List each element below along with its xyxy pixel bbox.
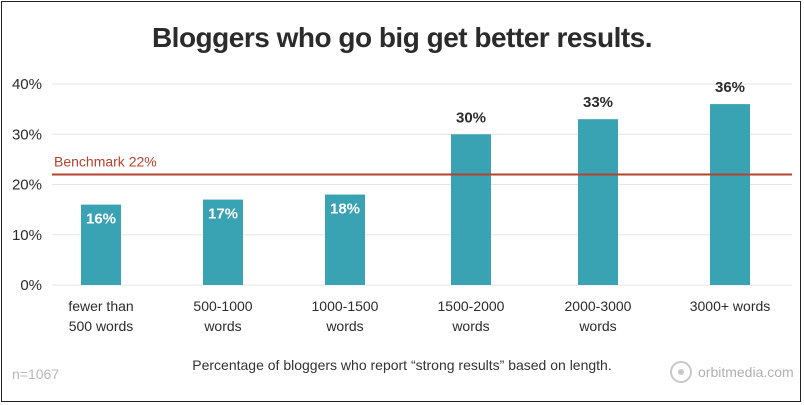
bar [578,119,618,285]
data-label: 36% [715,79,745,96]
orbit-logo-icon [670,361,692,383]
x-tick-label-line: words [578,318,616,334]
x-tick-label: 1500-2000 words [438,298,505,334]
x-tick-label-line: 3000+ words [690,298,771,314]
x-tick-label: 2000-3000 words [565,298,632,334]
x-tick-label: 3000+ words [690,298,771,314]
bar [81,204,121,285]
x-tick-label-line: 1500-2000 [438,298,505,314]
x-tick-label: 500-1000 words [193,298,252,334]
data-label: 33% [583,94,613,111]
benchmark-label: Benchmark 22% [54,153,157,169]
x-tick-label-line: 2000-3000 [565,298,632,314]
x-tick-label-line: words [203,318,241,334]
x-tick-label-line: 500-1000 [193,298,252,314]
y-tick-label: 0% [20,277,42,294]
y-tick-label: 30% [12,126,42,143]
bar [203,199,243,285]
data-label: 17% [208,206,238,223]
x-tick-label: 1000-1500 words [312,298,379,334]
brand-name: orbitmedia.com [698,364,794,380]
y-tick-label: 40% [12,76,42,93]
data-label: 18% [330,201,360,218]
x-tick-label-line: 1000-1500 [312,298,379,314]
bar [710,104,750,285]
x-tick-label-line: words [451,318,489,334]
chart-title: Bloggers who go big get better results. [151,22,653,53]
data-label: 30% [456,109,486,126]
brand: orbitmedia.com [670,358,794,386]
x-tick-label-line: fewer than [68,298,133,314]
bar [325,194,365,285]
data-label: 16% [86,211,116,228]
y-tick-label: 20% [12,177,42,194]
y-tick-label: 10% [12,227,42,244]
x-tick-label-line: 500 words [69,318,134,334]
x-tick-label: fewer than 500 words [68,298,133,334]
chart-caption: Percentage of bloggers who report “stron… [192,357,612,373]
sample-size-note: n=1067 [12,366,60,382]
x-tick-label-line: words [325,318,363,334]
bar [451,134,491,285]
